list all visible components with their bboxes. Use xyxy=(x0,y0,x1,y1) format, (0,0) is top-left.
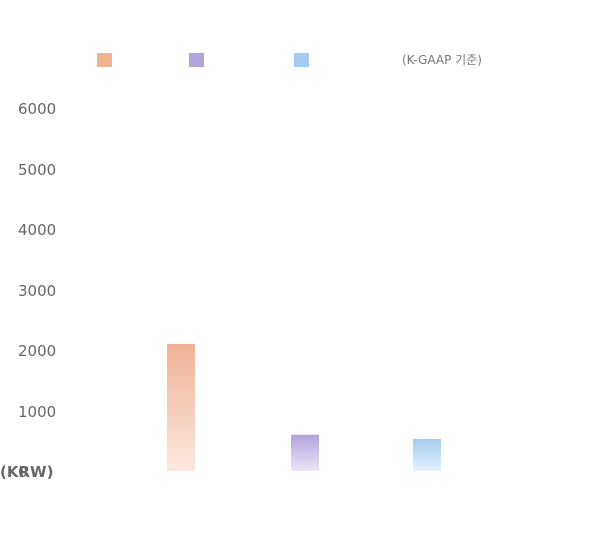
y-tick-label-4: 4000 xyxy=(18,221,56,239)
bar-2 xyxy=(413,438,441,471)
y-tick-label-5: 5000 xyxy=(18,161,56,179)
legend-swatch-0 xyxy=(97,53,112,67)
y-tick-label-3: 3000 xyxy=(18,282,56,300)
y-tick-label-0: 0 xyxy=(18,463,28,481)
y-tick-label-2: 2000 xyxy=(18,342,56,360)
unit-label: (KRW) xyxy=(0,463,53,481)
y-tick-label-6: 6000 xyxy=(18,100,56,118)
y-tick-label-1: 1000 xyxy=(18,403,56,421)
basis-note: (K-GAAP 기준) xyxy=(402,53,482,67)
bar-1 xyxy=(291,434,319,471)
bars xyxy=(167,343,441,471)
y-axis: 0 1000 2000 3000 4000 5000 6000 (KRW) xyxy=(0,100,56,481)
bar-0 xyxy=(167,343,195,471)
legend-swatch-2 xyxy=(294,53,309,67)
legend-swatch-1 xyxy=(189,53,204,67)
legend: (K-GAAP 기준) xyxy=(97,53,482,67)
